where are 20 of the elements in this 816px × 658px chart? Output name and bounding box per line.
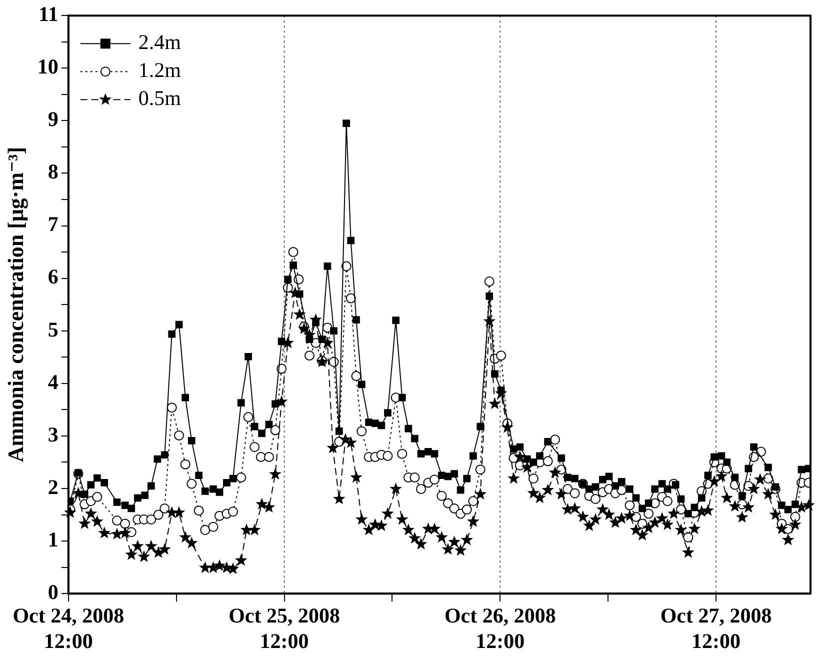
y-tick-label: 1 [48, 527, 58, 552]
y-tick-label: 5 [48, 317, 58, 342]
y-tick-label: 7 [48, 212, 58, 236]
y-tick-label: 9 [48, 107, 58, 132]
legend-label: 2.4m [138, 30, 181, 54]
y-tick-label: 3 [48, 422, 58, 446]
y-tick-label: 4 [48, 370, 59, 394]
y-tick-label: 11 [38, 2, 58, 26]
x-tick-label: Oct 24, 2008 12:00 [12, 604, 124, 653]
x-tick-label: Oct 26, 2008 12:00 [444, 604, 556, 653]
y-tick-label: 10 [37, 54, 58, 79]
x-tick-label: Oct 27, 2008 12:00 [660, 604, 772, 653]
legend-label: 1.2m [138, 58, 181, 82]
y-axis-title: Ammonia concentration [μg·m⁻³] [2, 146, 28, 462]
y-tick-label: 0 [48, 580, 58, 604]
legend-label: 0.5m [138, 86, 181, 110]
y-tick-label: 2 [48, 474, 58, 499]
x-tick-label: Oct 25, 2008 12:00 [228, 604, 340, 653]
y-tick-label: 8 [48, 160, 58, 184]
y-tick-label: 6 [48, 264, 58, 289]
